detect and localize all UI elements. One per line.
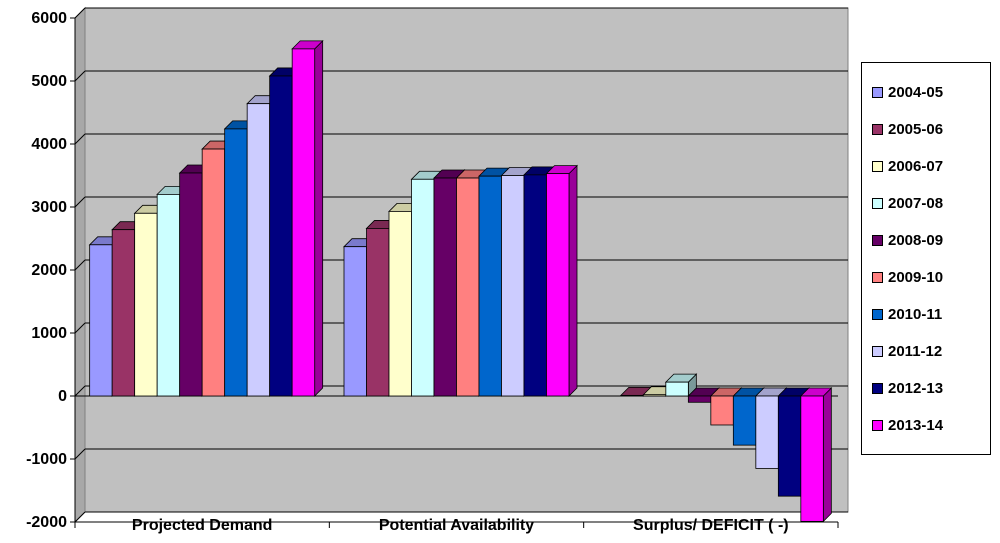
- y-tick-label: 3000: [31, 199, 67, 216]
- bar-2004-05-0: [89, 244, 113, 397]
- x-tick-label: Potential Availability: [379, 517, 534, 534]
- gridline-side: [74, 259, 86, 271]
- bar-2012-13-0: [269, 75, 293, 397]
- bar-2005-06-1: [366, 228, 390, 397]
- x-tick-label: Surplus/ DEFICIT ( -): [633, 517, 789, 534]
- legend-item: 2012-13: [872, 377, 943, 399]
- bar-2008-09-2: [687, 395, 712, 403]
- legend-label: 2006-07: [888, 157, 944, 175]
- legend-swatch: [872, 271, 883, 283]
- bar-2007-08-2: [665, 381, 689, 397]
- legend-item: 2011-12: [872, 340, 942, 362]
- bar-2008-09-1: [433, 177, 457, 397]
- legend-label: 2009-10: [888, 268, 944, 286]
- bar-2010-11-2: [732, 395, 757, 446]
- legend-label: 2010-11: [888, 305, 943, 323]
- bar-2013-14-2: [800, 395, 824, 522]
- legend-item: 2007-08: [872, 192, 943, 214]
- y-tick-label: -2000: [26, 514, 67, 531]
- gridline-side: [74, 322, 86, 334]
- legend-item: 2008-09: [872, 229, 943, 251]
- legend-item: 2005-06: [872, 118, 943, 140]
- gridline-side: [74, 385, 86, 397]
- bar-2004-05-1: [343, 246, 367, 397]
- bar-2013-14-1: [546, 173, 570, 397]
- legend-swatch: [872, 197, 883, 209]
- y-tick-label: 1000: [31, 325, 67, 342]
- bar-side: [822, 387, 832, 523]
- legend-swatch: [872, 308, 883, 320]
- bar-2006-07-2: [642, 394, 667, 397]
- y-tick-label: 0: [58, 388, 67, 405]
- bar-2013-14-0: [291, 48, 316, 397]
- x-tick-label: Projected Demand: [132, 517, 272, 534]
- legend-swatch: [872, 345, 883, 357]
- gridline-side: [74, 70, 86, 82]
- legend-label: 2013-14: [888, 416, 944, 434]
- bar-2011-12-2: [755, 395, 779, 469]
- legend-swatch: [872, 86, 883, 98]
- y-tick-label: 6000: [31, 10, 67, 27]
- bar-2010-11-0: [224, 128, 248, 397]
- bar-2009-10-1: [456, 177, 480, 397]
- gridline-side: [74, 448, 86, 460]
- bar-2012-13-1: [523, 174, 547, 397]
- y-tick-label: 5000: [31, 73, 67, 90]
- bar-2012-13-2: [777, 395, 802, 497]
- legend-item: 2009-10: [872, 266, 943, 288]
- bar-2006-07-0: [134, 212, 158, 397]
- bar-2009-10-2: [710, 395, 734, 426]
- bar-2010-11-1: [478, 175, 502, 397]
- bar-2011-12-0: [246, 103, 271, 397]
- bar-2011-12-1: [501, 175, 525, 397]
- bar-2005-06-2: [620, 394, 644, 397]
- bar-side: [568, 164, 578, 397]
- y-tick-label: -1000: [26, 451, 67, 468]
- bar-2009-10-0: [201, 148, 226, 397]
- bar-2005-06-0: [111, 229, 136, 397]
- legend-label: 2007-08: [888, 194, 944, 212]
- legend: 2004-05 2005-06 2006-07 2007-08 2008-09 2009-…: [861, 62, 991, 455]
- legend-label: 2004-05: [888, 83, 944, 101]
- bar-2007-08-1: [411, 178, 435, 397]
- gridline-side: [74, 511, 86, 523]
- legend-swatch: [872, 160, 883, 172]
- legend-item: 2006-07: [872, 155, 943, 177]
- gridline-side: [74, 133, 86, 145]
- legend-swatch: [872, 382, 883, 394]
- legend-swatch: [872, 234, 883, 246]
- y-tick-label: 2000: [31, 262, 67, 279]
- legend-item: 2004-05: [872, 81, 943, 103]
- legend-label: 2005-06: [888, 120, 944, 138]
- legend-swatch: [872, 419, 883, 431]
- legend-swatch: [872, 123, 883, 135]
- bar-side: [314, 39, 324, 397]
- y-tick-label: 4000: [31, 136, 67, 153]
- legend-item: 2013-14: [872, 414, 943, 436]
- gridline-side: [74, 7, 86, 19]
- gridline-side: [74, 196, 86, 208]
- legend-label: 2011-12: [888, 342, 943, 360]
- bar-2006-07-1: [388, 211, 412, 397]
- legend-label: 2008-09: [888, 231, 944, 249]
- legend-item: 2010-11: [872, 303, 942, 325]
- bar-2008-09-0: [179, 172, 203, 397]
- bar-2007-08-0: [156, 193, 181, 397]
- legend-label: 2012-13: [888, 379, 944, 397]
